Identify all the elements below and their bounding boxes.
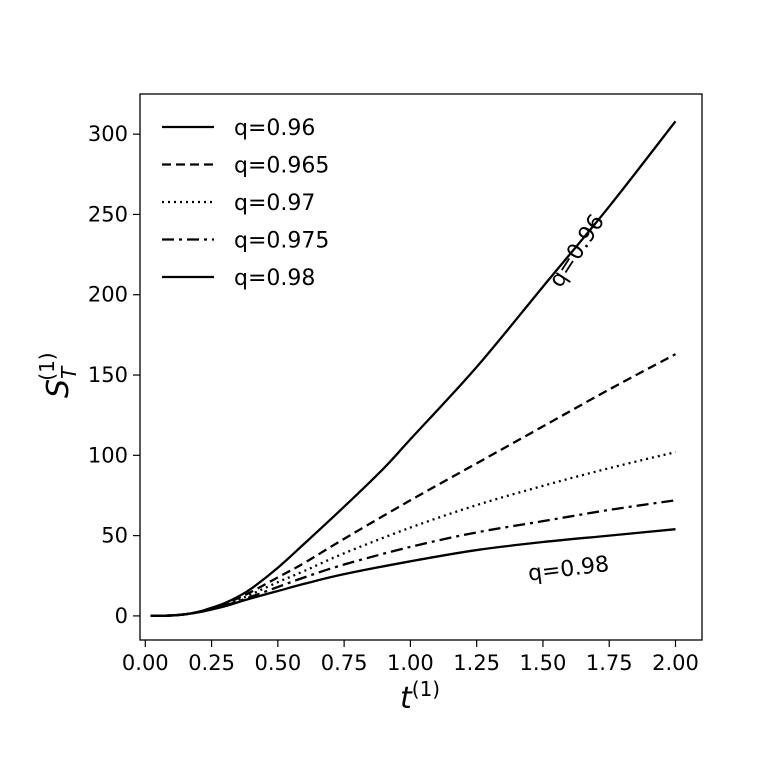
series-line-5 (150, 528, 676, 618)
series-line-3 (150, 450, 676, 618)
x-axis-title-main: t (400, 681, 413, 716)
x-axis-ticks: 0.00 0.25 0.50 0.75 1.00 1.25 1.50 1.75 2.00 (122, 640, 699, 675)
y-tick-label: 300 (88, 122, 128, 146)
plot-area (139, 93, 703, 641)
legend-label-3: q=0.97 (234, 191, 315, 216)
y-axis-ticks: 0 50 100 150 200 250 300 (88, 122, 140, 628)
y-tick-label: 200 (88, 283, 128, 307)
y-tick-label: 100 (88, 443, 128, 467)
x-tick-label: 0.75 (321, 651, 368, 675)
x-tick-label: 1.75 (586, 651, 633, 675)
y-axis-title-main: S (41, 379, 76, 398)
x-axis-title-sup: (1) (412, 677, 440, 701)
legend-label-4: q=0.975 (234, 229, 329, 254)
y-axis-title-sub: T (57, 365, 81, 379)
plot-frame (139, 93, 703, 641)
x-tick-label: 1.00 (387, 651, 434, 675)
x-tick-label: 2.00 (652, 651, 699, 675)
legend: q=0.96 q=0.965 q=0.97 q=0.975 q=0.98 (162, 116, 329, 291)
x-tick-label: 0.50 (254, 651, 301, 675)
annotation-layer: q=0.96 q=0.98 (527, 210, 611, 587)
y-axis-title-sup: (1) (35, 352, 59, 380)
y-tick-label: 50 (101, 524, 128, 548)
x-tick-label: 0.00 (122, 651, 169, 675)
y-tick-label: 0 (115, 604, 128, 628)
legend-label-2: q=0.965 (234, 154, 329, 179)
y-tick-label: 250 (88, 202, 128, 226)
y-tick-label: 150 (88, 363, 128, 387)
legend-label-5: q=0.98 (234, 266, 315, 291)
legend-label-1: q=0.96 (234, 116, 315, 141)
annotation-label-1: q=0.96 (545, 210, 610, 292)
annotation-label-2: q=0.98 (527, 552, 611, 587)
series-layer (150, 120, 677, 618)
x-axis-title: t(1) (400, 677, 440, 716)
series-line-1 (150, 120, 677, 618)
x-tick-label: 1.25 (453, 651, 500, 675)
y-axis-title: ST(1) (35, 352, 81, 398)
x-tick-label: 0.25 (188, 651, 235, 675)
x-tick-label: 1.50 (520, 651, 567, 675)
